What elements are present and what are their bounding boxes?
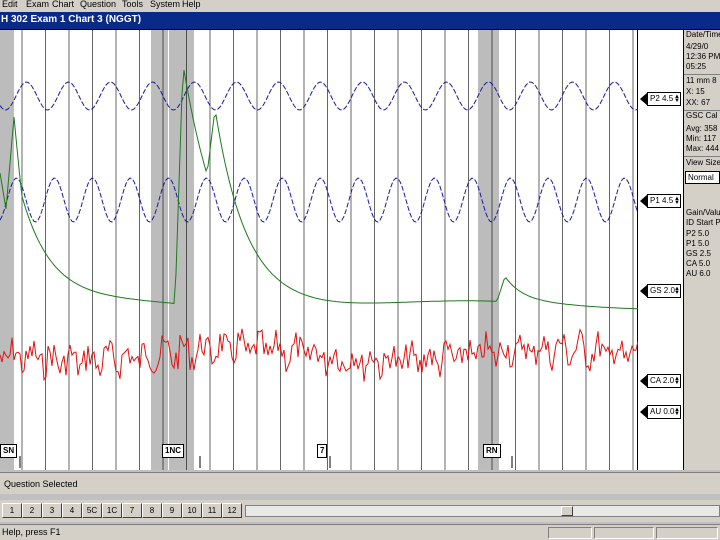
gain-ca: CA 5.0 bbox=[686, 259, 711, 268]
question-button-11[interactable]: 11 bbox=[202, 503, 222, 518]
menu-exam[interactable]: Exam bbox=[26, 0, 50, 9]
channel-tag-au[interactable]: AU 0.0 ▲ ▼ bbox=[640, 405, 682, 419]
scrollbar-thumb[interactable] bbox=[561, 506, 573, 516]
channel-au-name: AU bbox=[650, 407, 662, 416]
date-heading: Date/Time bbox=[686, 30, 720, 39]
spinner-icon[interactable]: ▲ ▼ bbox=[674, 286, 680, 296]
p1-tracing bbox=[0, 177, 638, 223]
question-button-10[interactable]: 10 bbox=[182, 503, 202, 518]
chart-scrollbar[interactable] bbox=[245, 505, 720, 517]
tracings-canvas bbox=[0, 30, 638, 470]
question-button-3[interactable]: 3 bbox=[42, 503, 62, 518]
status-bar: Help, press F1 bbox=[0, 524, 720, 540]
question-button-4[interactable]: 4 bbox=[62, 503, 82, 518]
channel-tag-ca[interactable]: CA 2.0 ▲ ▼ bbox=[640, 374, 682, 388]
gsc-max: Max: 444 bbox=[686, 144, 719, 153]
question-button-9[interactable]: 9 bbox=[162, 503, 182, 518]
spinner-icon[interactable]: ▲ ▼ bbox=[674, 376, 680, 386]
gain-p1: P1 5.0 bbox=[686, 239, 710, 248]
chart-title-bar: H 302 Exam 1 Chart 3 (NGGT) bbox=[0, 12, 720, 30]
question-toolbar: 1 2 3 4 5C 1C 7 8 9 10 11 12 bbox=[0, 500, 720, 522]
channel-tag-p1[interactable]: P1 4.5 ▲ ▼ bbox=[640, 194, 682, 208]
gain-gs: GS 2.5 bbox=[686, 249, 711, 258]
status-pane-3 bbox=[656, 527, 718, 539]
channel-p1-name: P1 bbox=[650, 196, 660, 205]
channel-p2-scale: 4.5 bbox=[662, 94, 674, 103]
menu-tools[interactable]: Tools bbox=[122, 0, 144, 9]
polygraph-chart[interactable]: SN 1NC 7 RN bbox=[0, 30, 638, 470]
chart-title: H 302 Exam 1 Chart 3 (NGGT) bbox=[1, 14, 142, 25]
gsc-avg: Avg: 358 bbox=[686, 124, 718, 133]
left-arrow-icon bbox=[640, 284, 648, 298]
panel-line-4: 11 mm 8 bbox=[686, 76, 717, 85]
question-band bbox=[478, 30, 499, 470]
left-arrow-icon bbox=[640, 92, 648, 106]
exam-time: 12:36 PM bbox=[686, 52, 720, 61]
question-mark-sn[interactable]: SN bbox=[0, 444, 18, 458]
channel-gs-name: GS bbox=[650, 286, 662, 295]
p2-tracing bbox=[0, 81, 638, 111]
question-mark-7[interactable]: 7 bbox=[317, 444, 328, 458]
spinner-icon[interactable]: ▲ ▼ bbox=[674, 94, 680, 104]
status-pane-2 bbox=[594, 527, 654, 539]
gsc-heading: GSC Cal bbox=[686, 111, 718, 120]
panel-line-5: X: 15 bbox=[686, 87, 705, 96]
gain-heading: Gain/Value bbox=[686, 208, 720, 217]
question-button-2[interactable]: 2 bbox=[22, 503, 42, 518]
ca-tracing bbox=[0, 328, 638, 382]
info-panel: Date/Time 4/29/0 12:36 PM 05:25 11 mm 8 … bbox=[684, 30, 720, 470]
question-button-8[interactable]: 8 bbox=[142, 503, 162, 518]
exam-date: 4/29/0 bbox=[686, 42, 709, 51]
spinner-icon[interactable]: ▲ ▼ bbox=[674, 196, 680, 206]
menu-bar: Edit Exam Chart Question Tools System He… bbox=[0, 0, 720, 12]
panel-line-6: XX: 67 bbox=[686, 98, 711, 107]
channel-ca-scale: 2.0 bbox=[662, 376, 675, 385]
question-band bbox=[151, 30, 168, 470]
menu-edit[interactable]: Edit bbox=[2, 0, 18, 9]
left-arrow-icon bbox=[640, 374, 648, 388]
question-status-text: Question Selected bbox=[4, 479, 78, 489]
question-button-12[interactable]: 12 bbox=[222, 503, 242, 518]
status-text: Help, press F1 bbox=[2, 527, 61, 537]
question-button-5c[interactable]: 5C bbox=[82, 503, 102, 518]
gain-p2: P2 5.0 bbox=[686, 229, 710, 238]
question-button-1c[interactable]: 1C bbox=[102, 503, 122, 518]
gs-tracing bbox=[0, 70, 638, 310]
id-start-label: ID Start Pt bbox=[686, 218, 720, 227]
gain-au: AU 6.0 bbox=[686, 269, 711, 278]
view-size-select[interactable]: Normal bbox=[685, 171, 720, 184]
channel-p1-scale: 4.5 bbox=[662, 196, 674, 205]
question-mark-1nc[interactable]: 1NC bbox=[162, 444, 185, 458]
channel-gs-scale: 2.0 bbox=[663, 286, 675, 295]
channel-tag-gutter: P2 4.5 ▲ ▼ P1 4.5 ▲ ▼ GS 2.0 ▲ ▼ CA 2.0 ▲ ▼ AU 0… bbox=[638, 30, 684, 470]
exam-time-2: 05:25 bbox=[686, 62, 707, 71]
menu-system[interactable]: System bbox=[150, 0, 181, 9]
spinner-icon[interactable]: ▲ ▼ bbox=[674, 407, 680, 417]
channel-ca-name: CA bbox=[650, 376, 661, 385]
question-band bbox=[0, 30, 14, 470]
left-arrow-icon bbox=[640, 194, 648, 208]
channel-tag-p2[interactable]: P2 4.5 ▲ ▼ bbox=[640, 92, 682, 106]
channel-tag-gs[interactable]: GS 2.0 ▲ ▼ bbox=[640, 284, 682, 298]
left-arrow-icon bbox=[640, 405, 648, 419]
status-pane-1 bbox=[548, 527, 592, 539]
question-mark-rn[interactable]: RN bbox=[483, 444, 501, 458]
gsc-min: Min: 117 bbox=[686, 134, 717, 143]
view-size-heading: View Size bbox=[686, 158, 720, 167]
channel-au-scale: 0.0 bbox=[663, 407, 675, 416]
menu-question[interactable]: Question bbox=[80, 0, 117, 9]
question-button-7[interactable]: 7 bbox=[122, 503, 142, 518]
question-button-1[interactable]: 1 bbox=[2, 503, 22, 518]
menu-chart[interactable]: Chart bbox=[52, 0, 75, 9]
menu-help[interactable]: Help bbox=[182, 0, 201, 9]
question-status-bar: Question Selected bbox=[0, 472, 720, 494]
channel-p2-name: P2 bbox=[650, 94, 660, 103]
